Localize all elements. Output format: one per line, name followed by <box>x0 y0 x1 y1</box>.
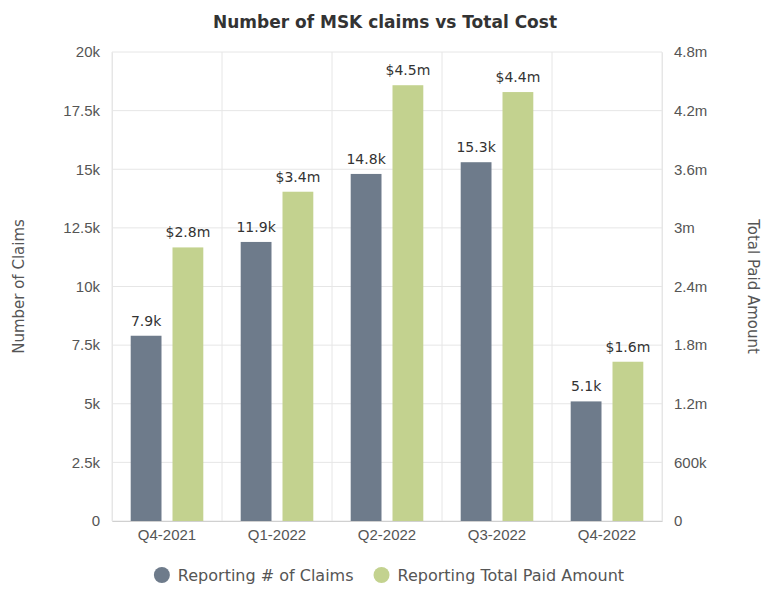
tick-label: Q4-2021 <box>138 526 196 543</box>
bar <box>351 174 382 521</box>
tick: Q2-2022 <box>358 521 416 543</box>
data-label: 5.1k <box>571 378 602 394</box>
tick: Q1-2022 <box>248 521 306 543</box>
tick-label: 2.4m <box>674 278 707 295</box>
tick: 3.6m <box>662 161 707 178</box>
bar <box>131 336 162 521</box>
data-label: $1.6m <box>605 339 650 355</box>
legend-swatch <box>154 567 170 583</box>
category-divider <box>662 52 663 521</box>
tick-label: 1.2m <box>674 395 707 412</box>
data-label: $4.5m <box>385 62 430 78</box>
tick-label: 7.5k <box>72 336 101 353</box>
tick: 2.4m <box>662 278 707 295</box>
data-labels: 7.9k 11.9k 14.8k 15.3k 5.1k $2.8m $3.4m $4.5m $4… <box>131 62 650 394</box>
grid-line <box>112 52 662 53</box>
bar <box>461 162 492 521</box>
category-divider <box>112 52 113 521</box>
category-divider <box>442 52 443 521</box>
tick: 17.5k <box>63 102 112 119</box>
legend-label: Reporting # of Claims <box>178 566 354 585</box>
tick-label: 3m <box>674 219 695 236</box>
grid-line <box>112 169 662 170</box>
tick: 1.2m <box>662 395 707 412</box>
y-axis: 0 2.5k 5k 7.5k 10k 12.5k 15k 17.5k 20k <box>63 43 112 529</box>
tick-label: 15k <box>76 161 101 178</box>
legend-item: Reporting Total Paid Amount <box>374 566 625 585</box>
tick: 7.5k <box>72 336 112 353</box>
tick: 12.5k <box>63 219 112 236</box>
data-label: 15.3k <box>456 139 496 155</box>
tick-label: 0 <box>674 512 682 529</box>
bar <box>173 247 204 521</box>
y2-axis: 0 600k 1.2m 1.8m 2.4m 3m 3.6m 4.2m 4.8m <box>662 43 707 529</box>
tick: 2.5k <box>72 454 112 471</box>
axis-title: Total Paid Amount <box>744 218 762 354</box>
bar <box>503 92 534 521</box>
axis-line <box>113 521 663 522</box>
tick: 10k <box>76 278 112 295</box>
tick-label: 12.5k <box>63 219 100 236</box>
tick: 4.2m <box>662 102 707 119</box>
tick-label: Q3-2022 <box>468 526 526 543</box>
tick: 0 <box>92 512 112 529</box>
tick: 1.8m <box>662 336 707 353</box>
tick-label: 20k <box>76 43 101 60</box>
tick: 20k <box>76 43 112 60</box>
tick: Q3-2022 <box>468 521 526 543</box>
tick-label: 0 <box>92 512 100 529</box>
tick: 15k <box>76 161 112 178</box>
tick: 0 <box>662 512 682 529</box>
grid <box>112 52 662 521</box>
tick-label: 2.5k <box>72 454 101 471</box>
axis-line <box>662 53 663 522</box>
data-label: 7.9k <box>131 313 162 329</box>
tick: 600k <box>662 454 707 471</box>
category-divider <box>552 52 553 521</box>
chart: 0 2.5k 5k 7.5k 10k 12.5k 15k 17.5k 20k 0 600k 1.2m 1… <box>0 0 778 603</box>
bars <box>131 85 644 521</box>
bar <box>241 242 272 521</box>
data-label: $4.4m <box>495 69 540 85</box>
tick: Q4-2022 <box>578 521 636 543</box>
tick-label: 10k <box>76 278 101 295</box>
data-label: 11.9k <box>236 219 276 235</box>
bar <box>571 401 602 521</box>
category-divider <box>332 52 333 521</box>
x-axis: Q4-2021 Q1-2022 Q2-2022 Q3-2022 Q4-2022 <box>113 521 663 543</box>
axis-title: Number of Claims <box>10 219 28 354</box>
tick-label: Q2-2022 <box>358 526 416 543</box>
tick-label: 4.8m <box>674 43 707 60</box>
axis-line <box>112 53 113 522</box>
data-label: $2.8m <box>165 224 210 240</box>
category-divider <box>222 52 223 521</box>
bar <box>393 85 424 521</box>
tick-label: 1.8m <box>674 336 707 353</box>
legend-label: Reporting Total Paid Amount <box>398 566 625 585</box>
tick-label: 4.2m <box>674 102 707 119</box>
legend: Reporting # of Claims Reporting Total Pai… <box>154 566 624 585</box>
data-label: $3.4m <box>275 169 320 185</box>
data-label: 14.8k <box>346 151 386 167</box>
tick: 5k <box>84 395 112 412</box>
tick-label: Q1-2022 <box>248 526 306 543</box>
tick: Q4-2021 <box>138 521 196 543</box>
tick-label: 17.5k <box>63 102 100 119</box>
title: Number of MSK claims vs Total Cost <box>213 12 557 32</box>
grid-line <box>112 110 662 111</box>
tick-label: 3.6m <box>674 161 707 178</box>
bar <box>613 362 644 521</box>
legend-swatch <box>374 567 390 583</box>
bar <box>283 192 314 521</box>
tick-label: 600k <box>674 454 707 471</box>
tick: 3m <box>662 219 695 236</box>
tick-label: 5k <box>84 395 100 412</box>
tick-label: Q4-2022 <box>578 526 636 543</box>
legend-item: Reporting # of Claims <box>154 566 354 585</box>
tick: 4.8m <box>662 43 707 60</box>
